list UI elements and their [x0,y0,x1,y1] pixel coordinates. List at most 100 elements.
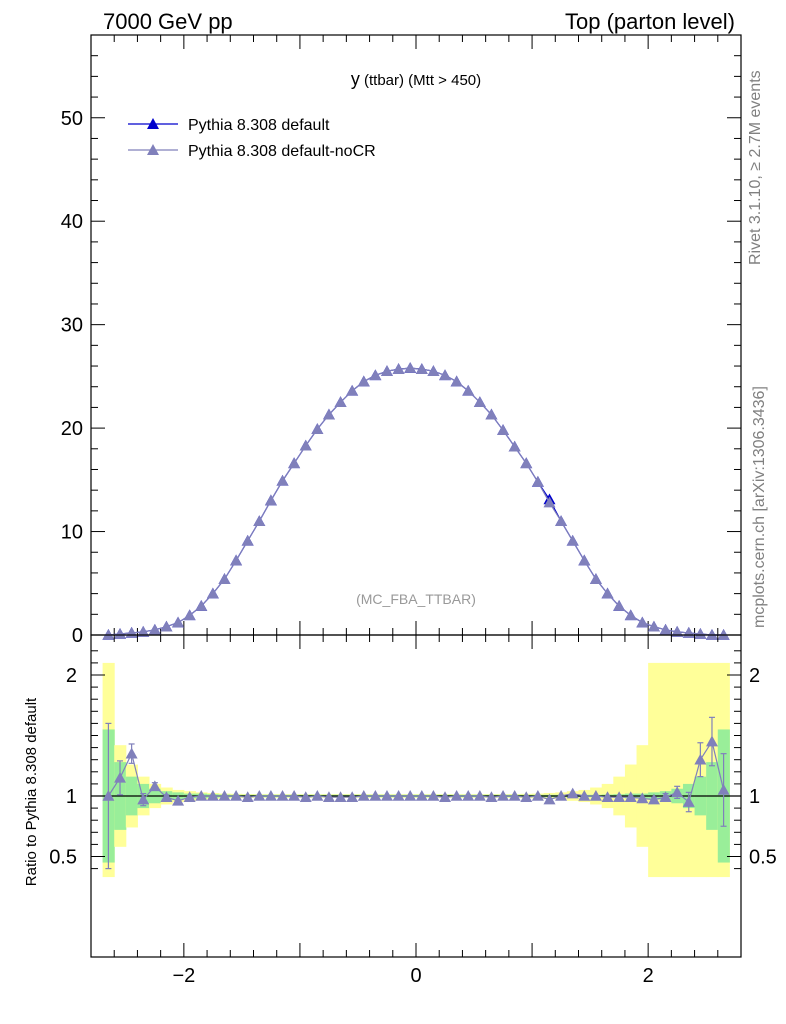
chart-title-sub: (ttbar) (Mtt > 450) [360,72,481,89]
ratio-series-layer [102,716,730,870]
ratio-point [473,790,486,801]
y-tick-label: 40 [61,211,83,233]
x-tick-label: 0 [410,965,421,987]
data-point-nocr [555,515,568,527]
ratio-point [392,790,405,801]
legend: Pythia 8.308 default Pythia 8.308 defaul… [128,117,376,160]
ratio-y-tick-label-right: 1 [749,786,760,808]
yellow-band [682,662,696,878]
legend-label-default: Pythia 8.308 default [188,117,330,134]
ratio-point [520,791,533,803]
x-tick-label: −2 [172,965,195,987]
data-point-nocr [439,369,452,381]
ratio-point [671,786,684,798]
ratio-point [253,790,266,801]
y-tick-label: 0 [72,625,83,647]
ratio-point [404,790,417,801]
data-point-nocr [137,625,150,637]
ratio-point [601,791,614,803]
data-point-nocr [380,365,393,377]
data-point-nocr [195,600,208,611]
legend-marker-default [147,118,159,129]
y-tick-label: 50 [61,108,83,130]
data-point-nocr [497,424,510,435]
ratio-point [462,790,475,801]
ratio-point [334,791,347,803]
y-tick-label: 20 [61,418,83,440]
ratio-point [497,790,510,801]
data-point-nocr [241,534,254,546]
data-point-nocr [613,600,626,611]
ratio-point [299,791,312,803]
ratio-point [578,790,591,801]
ratio-point [636,792,649,804]
ratio-point [566,787,579,799]
data-point-nocr [334,396,347,408]
data-point-nocr [172,616,185,628]
ratio-point [589,790,602,801]
ratio-point [659,791,672,803]
data-point-nocr [346,384,359,396]
data-point-nocr [218,573,231,584]
ratio-point [624,791,637,803]
data-point-nocr [404,362,417,373]
data-point-nocr [322,408,335,420]
x-tick-label: 2 [643,965,654,987]
yellow-band [671,662,684,878]
data-point-nocr [160,620,173,632]
data-point-nocr [508,440,521,452]
ratio-point [369,790,382,801]
ratio-point [276,790,289,801]
ratio-point [450,790,463,801]
ratio-y-axis: 0.5 0.5 1 1 2 2 [49,650,777,870]
data-point-nocr [473,396,486,408]
ratio-y-tick-label-right: 2 [749,665,760,687]
data-point-nocr [624,609,637,621]
ratio-point [705,735,718,747]
ratio-point [218,790,231,801]
ratio-panel: 0.5 0.5 1 1 2 2 −2 0 2 Ratio to Pythia 8.308 de… [23,634,777,987]
y-tick-label: 10 [61,522,83,544]
data-point-nocr [543,496,556,508]
data-point-nocr [148,623,161,635]
data-point-nocr [566,534,579,546]
data-point-nocr [450,375,463,387]
data-point-nocr [531,475,544,487]
ratio-point [427,790,440,801]
ratio-point [543,793,556,805]
ratio-point [322,791,335,803]
ratio-point [172,794,185,806]
ratio-ylabel: Ratio to Pythia 8.308 default [23,697,40,886]
data-point-nocr [299,439,312,451]
yellow-band [648,662,661,878]
ratio-point [137,793,150,805]
legend-label-nocr: Pythia 8.308 default-noCR [188,143,376,160]
ratio-point [288,790,301,801]
ratio-y-tick-label-right: 0.5 [749,847,777,869]
ratio-point [485,791,498,803]
ratio-point [311,790,324,801]
ratio-point [682,796,695,807]
analysis-watermark: (MC_FBA_TTBAR) [356,591,476,607]
main-y-axis: 0 10 20 30 40 50 [61,34,742,647]
yellow-band [659,662,672,878]
data-point-nocr [369,369,382,381]
ratio-point [508,790,521,801]
data-point-nocr [589,573,602,584]
ratio-point [555,790,568,801]
ratio-y-tick-label: 2 [66,665,77,687]
legend-marker-nocr [147,144,159,155]
data-point-nocr [206,587,219,599]
ratio-point [160,791,173,803]
ratio-point [183,791,196,803]
data-point-nocr [183,609,196,621]
data-point-nocr [671,625,684,637]
main-panel: 0 10 20 30 40 50 y (ttbar) (Mtt > 450) (MC_FB… [61,34,742,647]
header-right: Top (parton level) [565,9,735,34]
data-point-nocr [357,375,370,387]
data-point-nocr [415,363,428,374]
data-point-nocr [264,494,277,506]
ratio-y-tick-label: 0.5 [49,847,77,869]
x-axis: −2 0 2 [90,635,742,987]
